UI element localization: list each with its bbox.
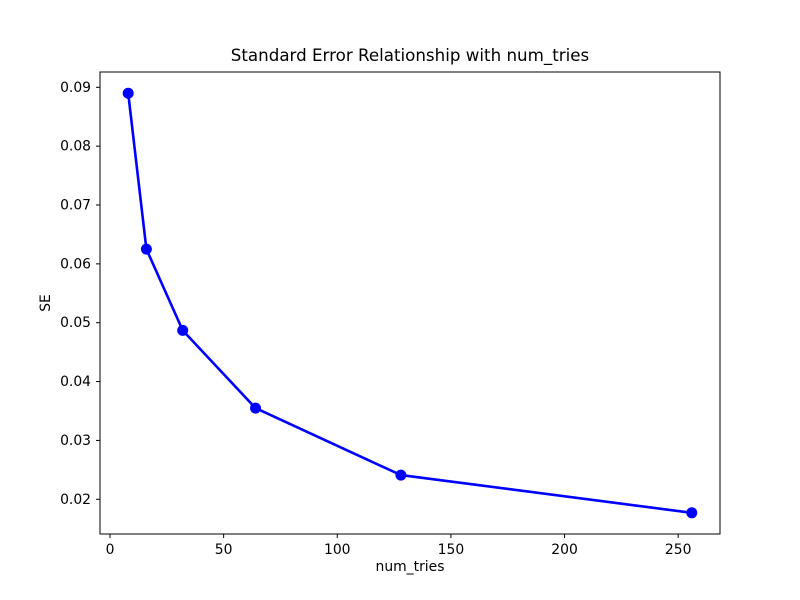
data-point-marker	[686, 507, 698, 519]
x-tick-label: 50	[215, 542, 233, 558]
x-axis-label: num_tries	[375, 559, 445, 575]
data-point-marker	[122, 87, 134, 99]
plot-frame	[99, 71, 721, 535]
y-tick-label: 0.09	[60, 80, 91, 96]
y-tick-label: 0.07	[60, 198, 91, 214]
y-tick-label: 0.04	[60, 374, 91, 390]
data-point-marker	[395, 469, 407, 481]
y-tick-label: 0.06	[60, 256, 91, 272]
y-tick-label: 0.05	[60, 315, 91, 331]
x-tick-label: 100	[324, 542, 351, 558]
y-tick-label: 0.03	[60, 433, 91, 449]
x-tick-label: 250	[665, 542, 692, 558]
x-tick-label: 150	[438, 542, 465, 558]
chart-title: Standard Error Relationship with num_tri…	[230, 45, 590, 65]
x-tick-label: 0	[106, 542, 115, 558]
data-point-marker	[140, 243, 152, 255]
y-axis-label: SE	[38, 294, 54, 312]
data-point-marker	[250, 402, 261, 414]
x-tick-label: 200	[551, 542, 578, 558]
data-point-marker	[177, 324, 189, 336]
se-line	[126, 91, 694, 515]
y-tick-label: 0.02	[60, 492, 91, 508]
y-tick-label: 0.08	[60, 139, 91, 155]
